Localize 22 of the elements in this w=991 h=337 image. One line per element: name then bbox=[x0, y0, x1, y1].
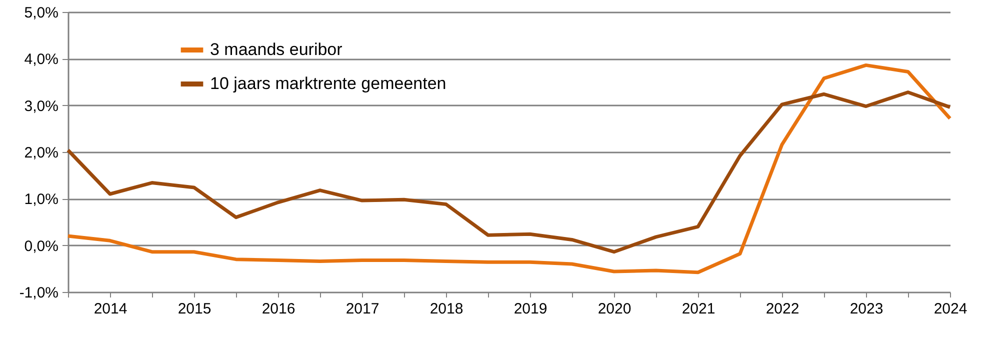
y-tick-label: 1,0% bbox=[24, 191, 58, 208]
x-tick-label: 2022 bbox=[766, 300, 800, 318]
x-tick-label: 2017 bbox=[346, 300, 380, 318]
x-tick-label: 2014 bbox=[94, 300, 128, 318]
y-tick-label: -1,0% bbox=[19, 284, 58, 302]
line-series bbox=[66, 63, 952, 274]
x-tick-label: 2018 bbox=[430, 300, 464, 318]
x-tick-label: 2016 bbox=[262, 300, 296, 318]
legend-label: 3 maands euribor bbox=[210, 40, 343, 59]
legend-label: 10 jaars marktrente gemeenten bbox=[210, 74, 446, 93]
x-tick-label: 2019 bbox=[514, 300, 548, 318]
line-series bbox=[66, 90, 952, 254]
y-tick-label: 2,0% bbox=[24, 144, 58, 162]
x-tick-label: 2023 bbox=[850, 300, 884, 318]
y-tick-label: 4,0% bbox=[24, 51, 58, 68]
x-tick-label: 2020 bbox=[598, 300, 632, 318]
x-tick-label: 2015 bbox=[178, 300, 212, 318]
y-tick-label: 0,0% bbox=[24, 238, 58, 255]
y-tick-label: 3,0% bbox=[24, 98, 58, 115]
y-tick-label: 5,0% bbox=[24, 4, 58, 22]
x-tick-label: 2024 bbox=[934, 300, 968, 318]
x-tick-label: 2021 bbox=[682, 300, 716, 318]
